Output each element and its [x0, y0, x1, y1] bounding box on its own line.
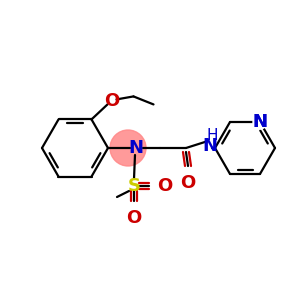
- Text: S: S: [128, 177, 140, 195]
- Text: N: N: [128, 139, 143, 157]
- Text: O: O: [126, 209, 142, 227]
- Text: O: O: [104, 92, 119, 110]
- Circle shape: [110, 130, 146, 166]
- Text: O: O: [157, 177, 172, 195]
- Text: H: H: [206, 128, 218, 143]
- Text: N: N: [253, 113, 268, 131]
- Text: O: O: [180, 174, 196, 192]
- Circle shape: [253, 115, 267, 129]
- Text: N: N: [253, 113, 268, 131]
- Text: N: N: [202, 137, 217, 155]
